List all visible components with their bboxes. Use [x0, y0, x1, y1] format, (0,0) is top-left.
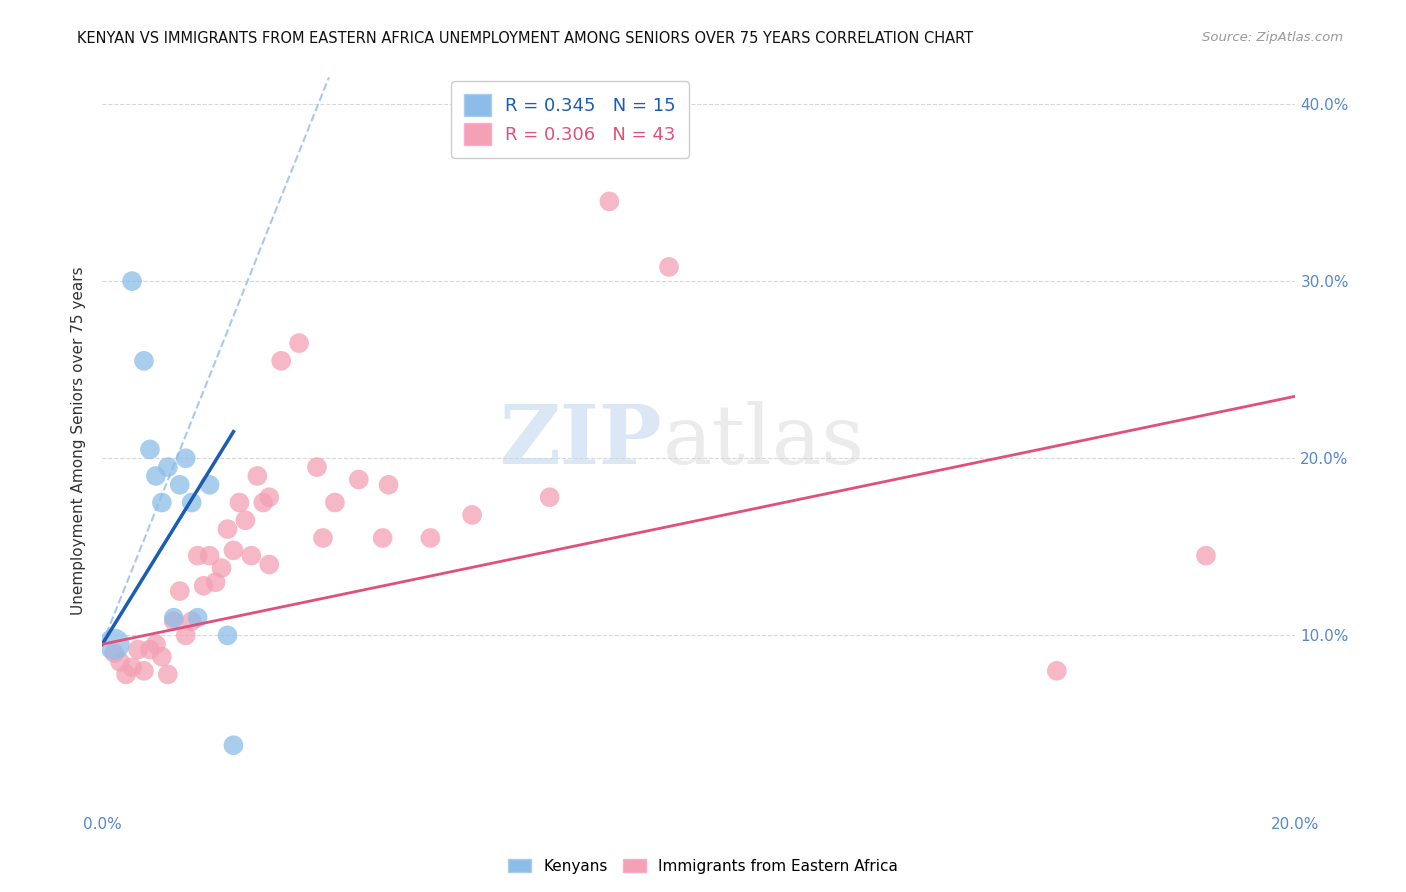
Point	[163, 614, 186, 628]
Legend: R = 0.345   N = 15, R = 0.306   N = 43: R = 0.345 N = 15, R = 0.306 N = 43	[451, 81, 689, 158]
Point	[305, 460, 328, 475]
Point	[312, 531, 335, 545]
Point	[132, 664, 155, 678]
Point	[180, 495, 202, 509]
Point	[1046, 664, 1069, 678]
Point	[150, 649, 173, 664]
Point	[198, 549, 221, 563]
Point	[156, 460, 179, 475]
Point	[121, 274, 143, 288]
Point	[323, 495, 346, 509]
Point	[127, 642, 149, 657]
Point	[115, 667, 138, 681]
Point	[204, 575, 226, 590]
Point	[139, 642, 162, 657]
Point	[145, 469, 167, 483]
Point	[145, 637, 167, 651]
Point	[103, 637, 125, 651]
Point	[252, 495, 274, 509]
Point	[187, 610, 209, 624]
Text: Source: ZipAtlas.com: Source: ZipAtlas.com	[1202, 31, 1343, 45]
Point	[222, 738, 245, 752]
Y-axis label: Unemployment Among Seniors over 75 years: Unemployment Among Seniors over 75 years	[72, 266, 86, 615]
Point	[108, 655, 131, 669]
Point	[270, 353, 292, 368]
Point	[259, 558, 281, 572]
Point	[347, 473, 370, 487]
Point	[180, 614, 202, 628]
Point	[658, 260, 681, 274]
Point	[132, 353, 155, 368]
Point	[228, 495, 250, 509]
Point	[371, 531, 394, 545]
Point	[259, 490, 281, 504]
Point	[150, 495, 173, 509]
Point	[222, 543, 245, 558]
Point	[419, 531, 441, 545]
Text: ZIP: ZIP	[501, 401, 664, 481]
Point	[538, 490, 561, 504]
Point	[461, 508, 484, 522]
Point	[217, 628, 239, 642]
Point	[174, 451, 197, 466]
Point	[174, 628, 197, 642]
Point	[103, 646, 125, 660]
Text: atlas: atlas	[664, 401, 865, 481]
Point	[121, 660, 143, 674]
Point	[198, 478, 221, 492]
Point	[156, 667, 179, 681]
Point	[169, 584, 191, 599]
Point	[288, 336, 311, 351]
Point	[1195, 549, 1218, 563]
Point	[211, 561, 233, 575]
Point	[193, 579, 215, 593]
Text: KENYAN VS IMMIGRANTS FROM EASTERN AFRICA UNEMPLOYMENT AMONG SENIORS OVER 75 YEAR: KENYAN VS IMMIGRANTS FROM EASTERN AFRICA…	[77, 31, 973, 46]
Point	[377, 478, 399, 492]
Point	[169, 478, 191, 492]
Point	[163, 610, 186, 624]
Point	[246, 469, 269, 483]
Point	[235, 513, 257, 527]
Point	[139, 442, 162, 457]
Legend: Kenyans, Immigrants from Eastern Africa: Kenyans, Immigrants from Eastern Africa	[502, 853, 904, 880]
Point	[217, 522, 239, 536]
Point	[598, 194, 620, 209]
Point	[187, 549, 209, 563]
Point	[240, 549, 263, 563]
